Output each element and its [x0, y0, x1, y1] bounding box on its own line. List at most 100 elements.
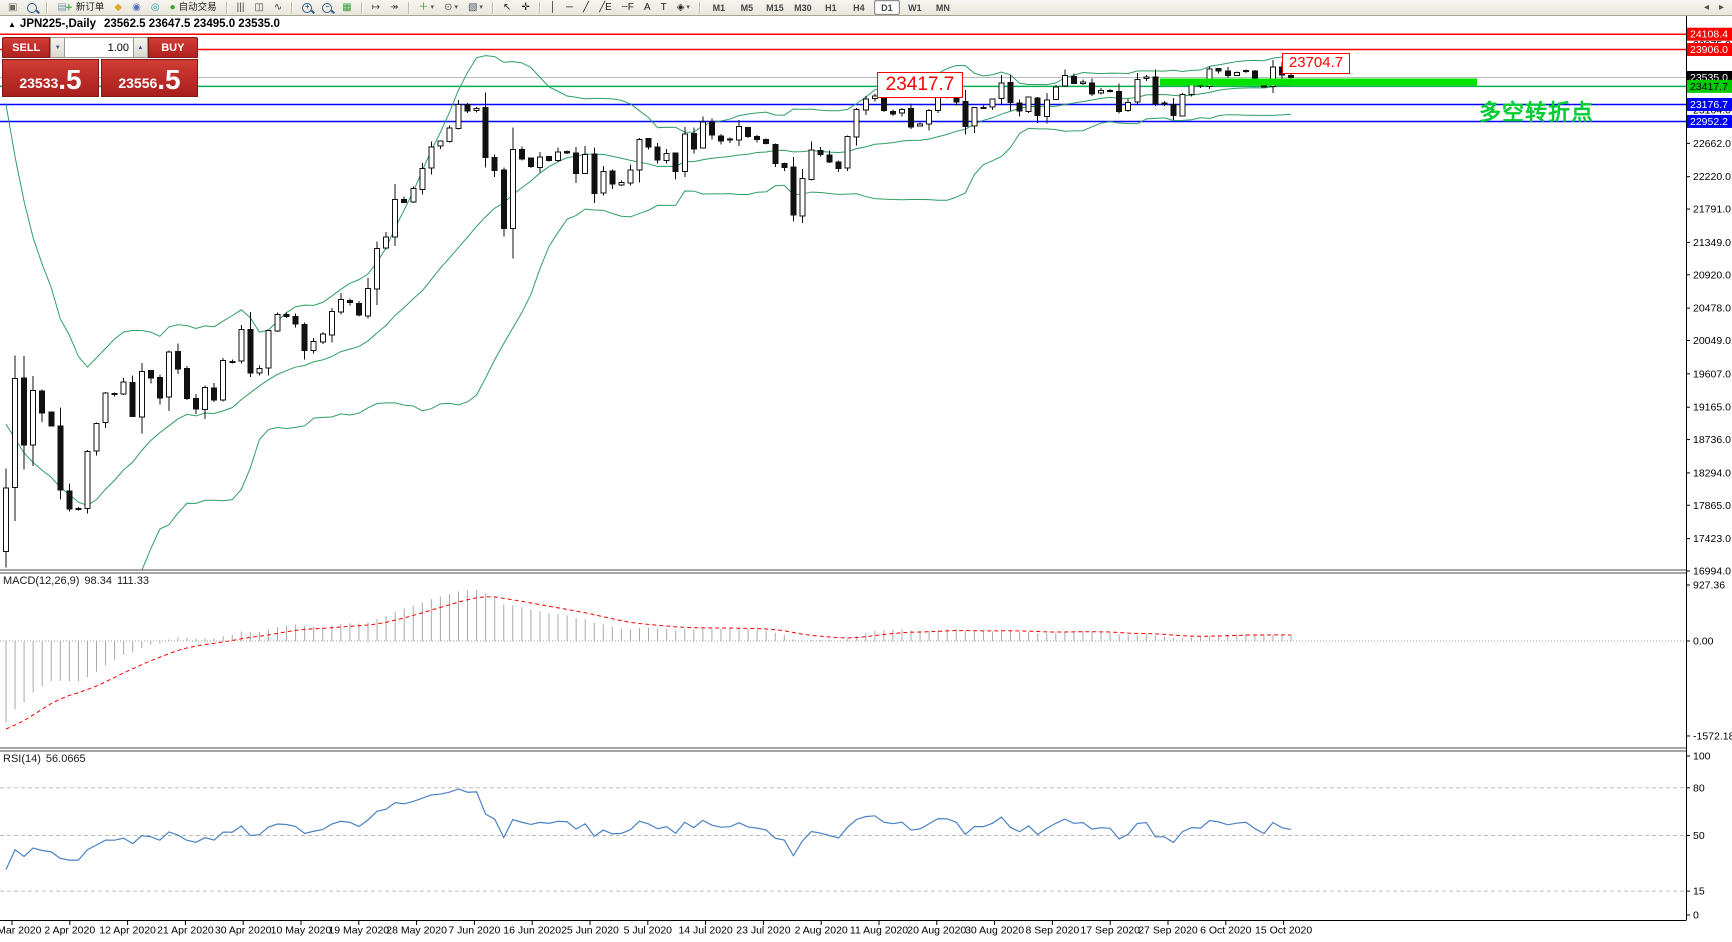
price-annotation-23417[interactable]: 23417.7 [877, 72, 963, 98]
bull-candle [971, 106, 978, 127]
profiles-icon[interactable]: ◉ [128, 0, 145, 16]
indicators-icon[interactable]: ＋ ▾ [415, 0, 439, 16]
periods-icon: ⊙ [444, 1, 453, 13]
svg-text:21349.0: 21349.0 [1693, 237, 1731, 249]
equidistant-channel-icon[interactable]: ╱E [595, 0, 616, 16]
crosshair-icon: ✛ [521, 1, 530, 13]
volume-increase-button[interactable]: ▲ [133, 37, 148, 58]
bull-candle [1206, 68, 1213, 88]
text-icon[interactable]: A [640, 0, 655, 16]
bull-candle [699, 121, 706, 149]
bear-candle [1251, 70, 1258, 81]
tile-windows-icon[interactable]: ▦ [338, 0, 355, 16]
svg-text:100: 100 [1693, 751, 1711, 763]
line-chart-icon: ∿ [273, 1, 283, 13]
timeframe-m30[interactable]: M30 [794, 2, 812, 13]
vertical-line-icon[interactable]: │ [546, 0, 560, 16]
quick-nav-left-icon[interactable]: ◂ [1700, 0, 1713, 16]
timeframe-w1[interactable]: W1 [908, 2, 922, 13]
volume-input[interactable] [65, 37, 134, 58]
bull-candle [998, 82, 1005, 99]
bull-candle [383, 236, 390, 249]
bar-chart-icon[interactable]: ||| [233, 0, 249, 16]
cursor-icon[interactable]: ↖ [499, 0, 515, 16]
horizontal-level-lines [0, 33, 1686, 123]
plus-badge-icon: ＋ [64, 2, 73, 12]
bear-candle [654, 146, 661, 161]
pivot-label-blue-1 [1687, 98, 1732, 112]
new-order-button[interactable]: ▤ ＋新订单 [53, 0, 108, 16]
dropdown-caret-icon: ▾ [479, 3, 483, 11]
crosshair-icon[interactable]: ✛ [517, 0, 533, 16]
bollinger-lower-band[interactable] [6, 113, 1292, 744]
candlestick-chart-icon[interactable]: ◫ [250, 0, 267, 16]
bear-candle [174, 350, 181, 370]
tile-windows-icon: ▦ [342, 1, 352, 13]
timeframe-h1[interactable]: H1 [825, 2, 837, 13]
fibonacci-icon[interactable]: ┄F [618, 0, 638, 16]
buy-price-display[interactable]: 23556.5 [101, 59, 198, 97]
bull-candle [437, 140, 444, 147]
bear-candle [283, 314, 290, 318]
timeframe-h4[interactable]: H4 [853, 2, 865, 13]
chevron-up-icon: ▲ [137, 44, 144, 51]
bear-candle [1007, 82, 1014, 103]
chart-title: ▲ JPN225-,Daily 23562.5 23647.5 23495.0 23… [8, 18, 280, 30]
bear-candle [880, 95, 887, 112]
periods-icon[interactable]: ⊙ ▾ [440, 0, 462, 16]
bull-candle [1179, 93, 1186, 117]
autoscroll-icon[interactable]: ↦ [368, 0, 384, 16]
new-chart-icon[interactable]: ▣ [4, 0, 21, 16]
highlight-trendline[interactable] [1160, 78, 1477, 86]
timeframe-m1[interactable]: M1 [712, 2, 726, 13]
chart-shift-icon[interactable]: ↠ [386, 0, 402, 16]
quick-nav-right-icon[interactable]: ▸ [1715, 0, 1728, 16]
bull-candle [1134, 78, 1141, 103]
svg-text:0: 0 [1693, 910, 1699, 922]
price-annotation-23704[interactable]: 23704.7 [1282, 53, 1350, 74]
bull-candle [1052, 86, 1059, 100]
arrows-icon[interactable]: ◈ ▾ [673, 0, 694, 16]
svg-text:30 Aug 2020: 30 Aug 2020 [965, 925, 1024, 937]
bull-candle [220, 360, 227, 401]
bear-candle [229, 360, 236, 363]
horizontal-line-icon[interactable]: ─ [562, 0, 577, 16]
toolbar-separator [291, 1, 294, 14]
bull-candle [509, 148, 516, 230]
autotrading-button-label: 自动交易 [178, 1, 217, 13]
bull-candle [120, 381, 127, 395]
bollinger-middle-band[interactable] [5, 84, 1292, 506]
bull-candle [265, 330, 272, 369]
buy-button[interactable]: BUY [147, 37, 198, 58]
pivot-chinese-annotation[interactable]: 多空转折点 [1479, 100, 1595, 125]
bull-candle [75, 508, 82, 511]
toolbar-separator [491, 1, 494, 14]
metaeditor-icon[interactable]: ◆ [110, 0, 126, 16]
text-label-icon[interactable]: T [657, 0, 671, 16]
timeframe-d1[interactable]: D1 [873, 0, 900, 15]
signals-icon[interactable]: ◎ [147, 0, 164, 16]
zoom-in-icon[interactable]: + [298, 0, 316, 16]
timeframe-m15[interactable]: M15 [766, 2, 784, 13]
bollinger-upper-band[interactable] [5, 55, 1292, 368]
chevron-down-icon: ▼ [54, 44, 61, 51]
price-axis-ticks: 23975.023546.023104.022662.022220.021791… [1686, 39, 1732, 922]
rsi-value: 56.0665 [45, 753, 86, 765]
bid-price-main: 23533 [19, 75, 59, 91]
sell-button[interactable]: SELL [2, 37, 51, 58]
toolbar-separator [46, 1, 49, 14]
volume-decrease-button[interactable]: ▼ [50, 37, 66, 58]
chart-ohlc-values: 23562.5 23647.5 23495.0 23535.0 [104, 18, 280, 30]
market-watch-icon[interactable] [23, 0, 41, 16]
timeframe-mn[interactable]: MN [935, 2, 950, 13]
svg-text:12 Apr 2020: 12 Apr 2020 [99, 925, 156, 937]
trendline-icon[interactable]: ╱ [579, 0, 593, 16]
macd-name: MACD(12,26,9) [3, 575, 80, 587]
sell-price-display[interactable]: 23533.5 [2, 59, 99, 97]
timeframe-m5[interactable]: M5 [740, 2, 754, 13]
zoom-out-icon[interactable]: − [318, 0, 336, 16]
line-chart-icon[interactable]: ∿ [270, 0, 286, 16]
templates-icon[interactable]: ▧ ▾ [464, 0, 487, 16]
autotrading-button[interactable]: ● 自动交易 [166, 0, 221, 16]
